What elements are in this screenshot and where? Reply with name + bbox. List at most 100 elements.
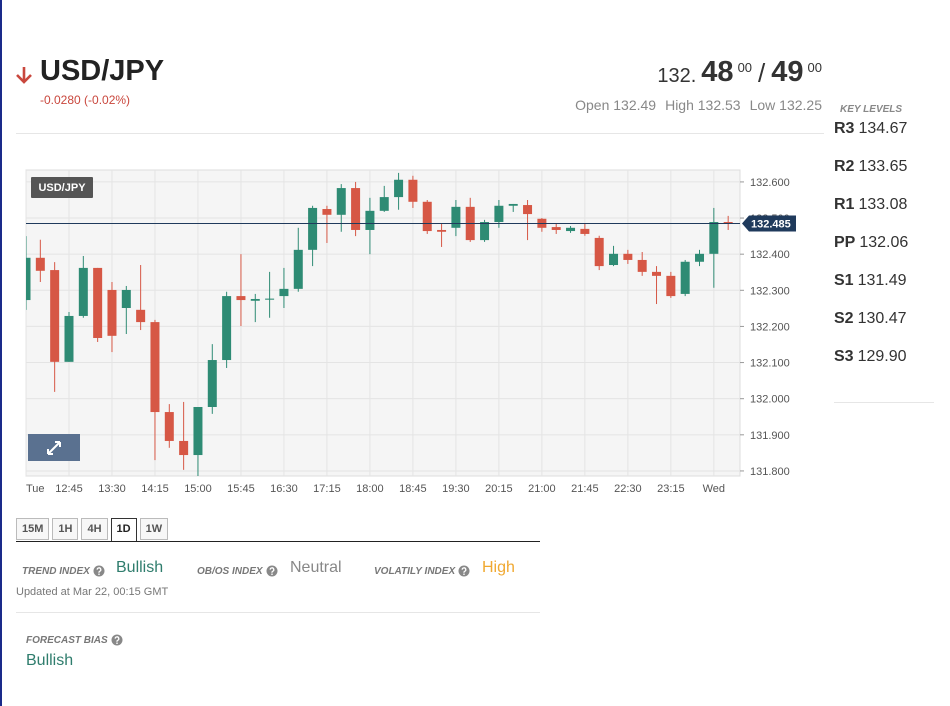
candle-body [136,309,146,323]
key-level-value: 131.49 [857,272,907,289]
key-level-value: 133.65 [858,158,908,175]
x-tick-label: 23:15 [657,483,685,495]
forecast-label: FORECAST BIAS [26,634,108,646]
stat: High 132.53 [665,97,741,113]
x-tick-label: Wed [703,483,725,495]
key-level: S2 130.47 [834,310,907,328]
chart-badge [31,177,93,198]
quote: 132. 48 00 / 49 00 [657,56,822,89]
last-price-tag [742,215,796,232]
key-level: R1 133.08 [834,196,907,214]
candle-body [121,289,131,309]
tab-underline [16,541,540,542]
stat-value: 132.49 [613,97,657,113]
bid-big: 48 [701,56,734,88]
x-tick-label: 15:00 [184,483,212,495]
candle-body [637,259,647,272]
key-level: S1 131.49 [834,272,907,290]
index-label: OB/OS INDEX [197,565,263,577]
candle-body [279,288,289,297]
stat: Low 132.25 [750,97,822,113]
x-tick-label: 18:00 [356,483,384,495]
x-tick-label: 16:30 [270,483,298,495]
candle-body [265,298,275,300]
timeframe-tab[interactable]: 1H [52,518,79,540]
candle-body [609,253,619,266]
candle-body [322,209,332,215]
timeframe-tab[interactable]: 1W [139,518,169,540]
x-tick-label: 21:45 [571,483,599,495]
stat-label: Open [575,97,610,113]
timeframe-tab[interactable]: 1D [110,518,137,542]
candle-body [222,296,232,361]
candle-body [437,229,447,232]
expand-button[interactable] [28,434,80,461]
key-level-name: R2 [834,158,855,175]
key-level: R2 133.65 [834,158,907,176]
candle-body [308,207,318,250]
updated-text: Updated at Mar 22, 00:15 GMT [16,586,169,598]
candle-body [50,270,60,362]
divider [16,133,824,134]
candle-body [150,322,160,413]
x-tick-label: 14:15 [141,483,169,495]
stat-label: Low [749,97,776,113]
candle-body [64,315,74,362]
divider [16,612,540,613]
candle-body [250,298,260,301]
candle-body [236,296,246,301]
y-tick-label: 132.000 [750,394,790,406]
price-change: -0.0280 (-0.02%) [40,93,131,107]
candle-body [78,267,88,316]
key-level: PP 132.06 [834,234,908,252]
help-icon[interactable] [458,565,470,577]
help-icon[interactable] [111,634,123,646]
candle-body [594,237,604,267]
candle-body [293,249,303,289]
key-level-name: S1 [834,272,854,289]
candle-body [666,275,676,297]
quote-separator: / [758,58,766,88]
x-tick-label: Tue [26,483,45,495]
stat-value: 132.25 [779,97,822,113]
pair-title: USD/JPY [40,55,165,87]
x-tick-label: 19:30 [442,483,470,495]
x-tick-label: 17:15 [313,483,341,495]
x-tick-label: 12:45 [55,483,83,495]
candle-body [680,261,690,294]
y-tick-label: 132.200 [750,321,790,333]
index-label-row: TREND INDEX [22,565,105,577]
candle-body [695,253,705,262]
candle-body [164,412,174,441]
candle-body [494,205,504,223]
candle-body [451,206,461,228]
timeframe-tab[interactable]: 15M [16,518,50,540]
chart: USD/JPY 131.800 131.900 132.000 132.100 132.… [25,169,796,495]
x-tick-label: 20:15 [485,483,513,495]
candle-body [422,201,432,232]
candle-body [107,289,117,336]
y-tick-label: 132.300 [750,285,790,297]
key-level-value: 133.08 [858,196,908,213]
key-level-name: S2 [834,310,854,327]
key-level-value: 130.47 [857,310,907,327]
key-level-value: 132.06 [859,234,909,251]
help-icon[interactable] [93,565,105,577]
candle-body [179,440,189,456]
ask-sup: 00 [807,60,822,75]
stat-value: 132.53 [697,97,741,113]
key-levels-title: KEY LEVELS [840,104,903,115]
y-tick-label: 131.900 [750,430,790,442]
index-label: VOLATILY INDEX [374,565,456,577]
candle-body [351,188,361,230]
forecast-label-row: FORECAST BIAS [26,634,123,646]
index-label-row: VOLATILY INDEX [374,565,470,577]
index-label-row: OB/OS INDEX [197,565,278,577]
y-tick-label: 132.400 [750,249,790,261]
key-level-value: 129.90 [857,348,907,365]
candle-body [379,197,389,211]
help-icon[interactable] [266,565,278,577]
timeframe-tab[interactable]: 4H [81,518,108,540]
key-level: S3 129.90 [834,348,907,366]
ask-big: 49 [771,56,804,88]
